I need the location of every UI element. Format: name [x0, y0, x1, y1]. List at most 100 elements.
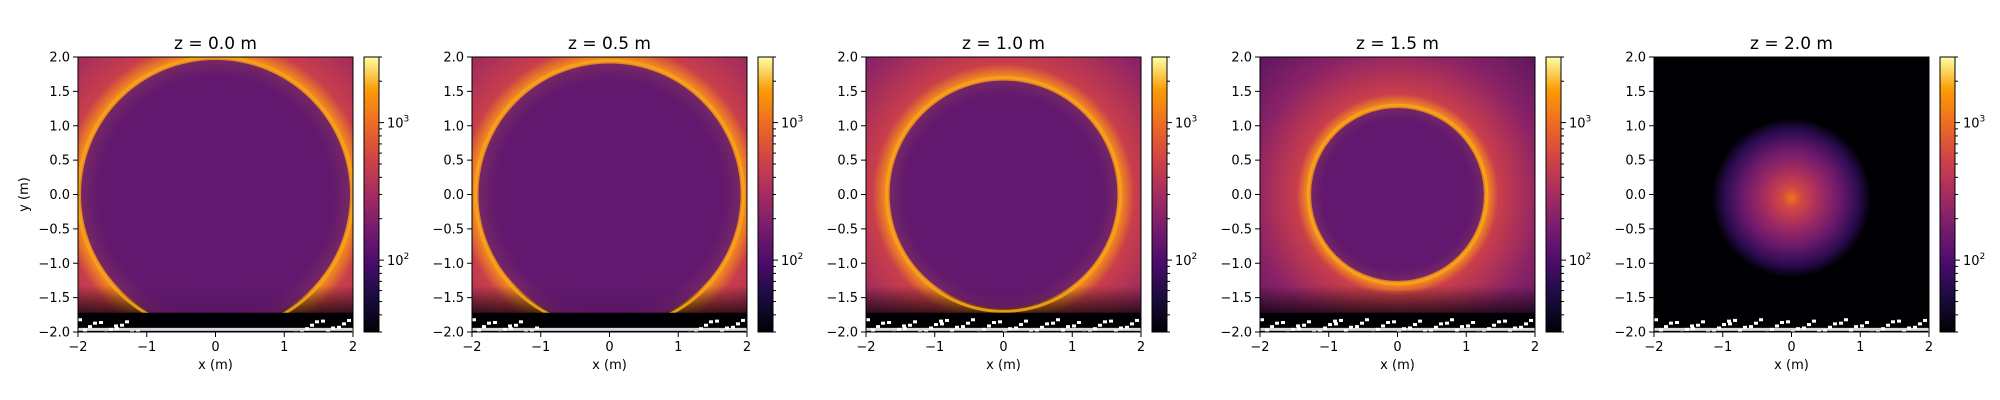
- empty-bin: [1696, 323, 1700, 327]
- empty-bin: [1302, 323, 1306, 327]
- low-count-region: [472, 228, 747, 332]
- empty-bin: [1360, 321, 1364, 325]
- colorbar: [757, 56, 774, 333]
- empty-bin: [1296, 324, 1300, 328]
- y-tick-label: 0.5: [1625, 154, 1646, 169]
- colorbar-tick-label: 103: [1569, 115, 1591, 132]
- ring-interior: [889, 80, 1118, 309]
- colorbar-tick-base: 10: [1175, 117, 1192, 132]
- y-tick-label: −2.0: [432, 326, 464, 341]
- colorbar-tick-label: 102: [1963, 252, 1985, 269]
- x-tick-label: 2: [743, 340, 751, 355]
- empty-bin: [720, 329, 724, 332]
- y-tick-label: 1.5: [1231, 85, 1252, 100]
- colorbar: [1545, 56, 1562, 333]
- heatmap-image: [78, 57, 353, 332]
- empty-bin: [1701, 320, 1705, 324]
- empty-bin: [1664, 325, 1668, 329]
- empty-bin: [487, 321, 491, 325]
- colorbar-tick-label: 103: [781, 115, 803, 132]
- empty-bin: [924, 329, 928, 332]
- panel-title: z = 0.0 m: [174, 34, 257, 54]
- empty-bin: [1482, 330, 1486, 332]
- empty-bin: [987, 324, 991, 328]
- x-tick-label: 1: [280, 340, 288, 355]
- empty-bin: [881, 321, 885, 325]
- low-count-region: [1654, 228, 1929, 332]
- colorbar-tick-exponent: 3: [1192, 115, 1198, 125]
- y-tick-label: −2.0: [1614, 326, 1646, 341]
- panel-title: z = 1.0 m: [962, 34, 1045, 54]
- y-tick-label: −1.0: [826, 257, 858, 272]
- x-tick-label: −2: [856, 340, 875, 355]
- empty-bin: [1397, 330, 1401, 332]
- x-tick-label: 2: [1531, 340, 1539, 355]
- y-tick-label: 1.5: [443, 85, 464, 100]
- colorbar-tick-base: 10: [1569, 117, 1586, 132]
- empty-bin: [1328, 323, 1332, 327]
- empty-bin: [1817, 329, 1821, 332]
- empty-bin: [342, 322, 346, 326]
- empty-bin: [1854, 325, 1858, 329]
- x-tick-label: 2: [349, 340, 357, 355]
- y-tick-label: −1.0: [38, 257, 70, 272]
- empty-bin: [1923, 318, 1927, 322]
- empty-bin: [1519, 325, 1523, 329]
- empty-bin: [704, 323, 708, 327]
- panel-3: z = 1.5 m −2 −1 0 1 2 x (m) 2.0 1.5 1.0 0.5 0.0 −0.5…: [1220, 34, 1591, 373]
- empty-bin: [1381, 324, 1385, 328]
- x-tick-label: −2: [1250, 340, 1269, 355]
- x-tick-label: 2: [1137, 340, 1145, 355]
- y-tick-label: 0.0: [837, 188, 858, 203]
- y-tick-label: −1.0: [432, 257, 464, 272]
- empty-bin: [1281, 321, 1285, 324]
- colorbar-tick-label: 103: [387, 115, 409, 132]
- y-tick-label: −1.0: [1220, 257, 1252, 272]
- x-axis-label: x (m): [986, 358, 1021, 373]
- bottom-dark-band: [472, 312, 747, 332]
- empty-bin: [1722, 323, 1726, 327]
- colorbar-tick-exponent: 3: [1980, 115, 1986, 125]
- low-count-region: [1260, 228, 1535, 332]
- empty-bin: [876, 325, 880, 329]
- empty-bin-row: [1654, 327, 1929, 331]
- y-tick-label: −2.0: [826, 326, 858, 341]
- y-tick-label: −1.5: [1614, 291, 1646, 306]
- ring-interior: [478, 63, 741, 326]
- y-tick-label: −0.5: [432, 222, 464, 237]
- empty-bin: [966, 321, 970, 325]
- panel-title: z = 2.0 m: [1750, 34, 1833, 54]
- y-tick-label: 1.0: [443, 119, 464, 134]
- bottom-dark-band: [78, 312, 353, 332]
- empty-bin: [1833, 322, 1837, 326]
- empty-bin-row: [1260, 327, 1535, 331]
- empty-bin: [315, 320, 319, 324]
- empty-bin: [1913, 325, 1917, 329]
- empty-bin: [120, 323, 124, 327]
- x-tick-label: −1: [925, 340, 944, 355]
- empty-bin: [998, 320, 1002, 324]
- empty-bin: [1365, 318, 1369, 322]
- empty-bin: [1045, 322, 1049, 326]
- panel-0: z = 0.0 m −2 −1 0 1 2 x (m) 2.0 1.5 1.0 0.5 0.0 −0.5…: [17, 34, 409, 373]
- empty-bin: [1508, 329, 1512, 332]
- empty-bin: [902, 324, 906, 328]
- empty-bin: [114, 324, 118, 328]
- empty-bin: [78, 318, 82, 322]
- empty-bin-row: [866, 327, 1141, 331]
- y-tick-label: −0.5: [1614, 222, 1646, 237]
- colorbar-tick-label: 102: [1569, 252, 1591, 269]
- y-tick-label: −1.5: [38, 291, 70, 306]
- empty-bin: [1103, 320, 1107, 324]
- colorbar: [363, 56, 380, 333]
- empty-bin: [1839, 321, 1843, 325]
- empty-bin: [1812, 319, 1816, 323]
- empty-bin: [918, 330, 922, 332]
- y-tick-label: 0.0: [1625, 188, 1646, 203]
- empty-bin: [1439, 322, 1443, 326]
- empty-bin: [99, 321, 103, 324]
- empty-bin: [1109, 319, 1113, 323]
- empty-bin: [1019, 323, 1023, 327]
- empty-bin: [731, 325, 735, 329]
- empty-bin: [866, 318, 870, 322]
